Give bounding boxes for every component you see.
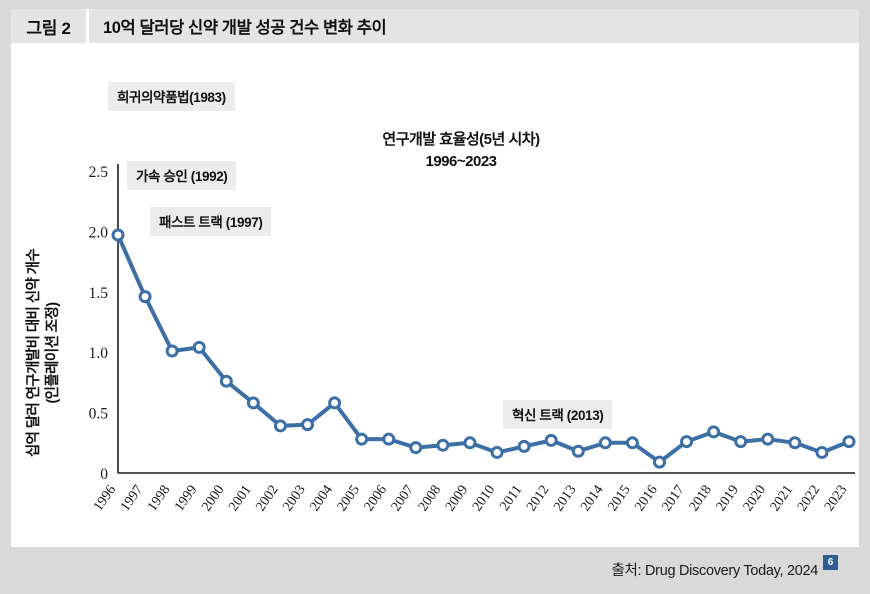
footnote-badge: 6 bbox=[823, 555, 838, 570]
x-axis-tick-label: 2008 bbox=[416, 483, 444, 515]
data-point-marker bbox=[409, 441, 423, 455]
data-point-marker bbox=[598, 436, 612, 450]
data-point-marker bbox=[788, 436, 802, 450]
x-axis-tick-label: 2007 bbox=[389, 483, 417, 515]
data-point-marker bbox=[219, 374, 233, 388]
data-point-marker bbox=[734, 435, 748, 449]
chart-title-main: 연구개발 효율성(5년 시차) bbox=[382, 131, 540, 148]
y-axis-tick-label: 1.0 bbox=[89, 345, 109, 362]
chart-annotation-label: 희귀의약품법(1983) bbox=[108, 82, 235, 111]
data-point-marker bbox=[842, 435, 856, 449]
chart-annotation-label: 패스트 트랙 (1997) bbox=[150, 207, 272, 236]
x-axis-tick-label: 2001 bbox=[226, 483, 254, 515]
y-axis-tick-labels: 0 0.5 1.0 1.5 2.0 2.5 bbox=[89, 164, 109, 483]
x-axis-tick-label: 1998 bbox=[145, 483, 173, 515]
x-axis-tick-label: 2022 bbox=[795, 483, 823, 515]
data-series-line bbox=[116, 233, 851, 465]
data-point-marker bbox=[273, 419, 287, 433]
x-axis-tick-label: 2002 bbox=[253, 483, 281, 515]
source-attribution: 출처: Drug Discovery Today, 2024 6 bbox=[611, 555, 838, 580]
x-axis-tick-label: 2013 bbox=[551, 483, 579, 515]
data-point-marker bbox=[680, 435, 694, 449]
data-point-marker bbox=[301, 418, 315, 432]
data-point-marker bbox=[328, 396, 342, 410]
x-axis-tick-label: 2004 bbox=[308, 483, 336, 515]
y-axis-tick-label: 2.5 bbox=[89, 164, 109, 181]
x-axis-tick-label: 1999 bbox=[172, 483, 200, 515]
y-axis-tick-label: 0 bbox=[100, 466, 108, 483]
y-axis-tick-label: 2.0 bbox=[89, 224, 109, 241]
x-axis-tick-label: 2016 bbox=[632, 483, 660, 515]
chart-title: 연구개발 효율성(5년 시차) 1996~2023 bbox=[311, 129, 611, 173]
chart-container: 0 0.5 1.0 1.5 2.0 2.5 1996 1997 1998 1999 2000 200… bbox=[11, 43, 859, 547]
data-point-marker bbox=[192, 340, 206, 354]
chart-annotation-label: 가속 승인 (1992) bbox=[127, 161, 237, 190]
x-axis-tick-label: 2020 bbox=[741, 483, 769, 515]
y-axis-tick-label: 1.5 bbox=[89, 285, 109, 302]
x-axis-tick-labels: 1996199719981999200020012002200320042005… bbox=[91, 483, 850, 515]
y-axis-title-line1: 십억 달러 연구개발비 대비 신약 개수 bbox=[26, 248, 42, 458]
x-axis-tick-label: 2003 bbox=[280, 483, 308, 515]
header-divider bbox=[86, 9, 89, 43]
data-point-marker bbox=[707, 425, 721, 439]
line-chart: 00.51.01.52.02.5 19961997199819992000200… bbox=[89, 164, 856, 515]
data-point-marker bbox=[382, 432, 396, 446]
figure-number-badge: 그림 2 bbox=[26, 18, 71, 38]
x-axis-tick-label: 2006 bbox=[362, 483, 390, 515]
x-axis-tick-label: 2011 bbox=[497, 483, 525, 514]
x-axis-tick-label: 1997 bbox=[118, 483, 146, 515]
x-axis-tick-label: 2005 bbox=[335, 483, 363, 515]
y-axis-title-line2: (인플레이션 조정) bbox=[45, 302, 61, 404]
y-axis-tick-label: 0.5 bbox=[89, 406, 109, 423]
chart-annotation-label: 혁신 트랙 (2013) bbox=[503, 400, 613, 429]
x-axis-tick-label: 2021 bbox=[768, 483, 796, 515]
data-point-marker bbox=[490, 445, 504, 459]
x-axis-tick-label: 2009 bbox=[443, 483, 471, 515]
data-point-marker bbox=[571, 444, 585, 458]
figure-header: 그림 2 10억 달러당 신약 개발 성공 건수 변화 추이 bbox=[11, 9, 859, 43]
data-point-marker bbox=[463, 436, 477, 450]
data-point-marker bbox=[246, 396, 260, 410]
data-point-marker bbox=[761, 432, 775, 446]
x-axis-tick-label: 1996 bbox=[91, 483, 119, 515]
x-axis-tick-label: 2018 bbox=[687, 483, 715, 515]
x-axis-tick-label: 2015 bbox=[605, 483, 633, 515]
data-point-marker bbox=[138, 290, 152, 304]
data-point-markers bbox=[111, 228, 856, 469]
data-point-marker bbox=[111, 228, 125, 242]
data-point-marker bbox=[436, 438, 450, 452]
x-axis-tick-label: 2012 bbox=[524, 483, 552, 515]
x-axis-tick-label: 2019 bbox=[714, 483, 742, 515]
x-axis-tick-label: 2000 bbox=[199, 483, 227, 515]
data-point-marker bbox=[517, 439, 531, 453]
data-point-marker bbox=[544, 433, 558, 447]
x-axis-tick-label: 2017 bbox=[659, 483, 687, 515]
x-axis-tick-label: 2023 bbox=[822, 483, 850, 515]
chart-title-range: 1996~2023 bbox=[425, 153, 498, 170]
figure-title: 10억 달러당 신약 개발 성공 건수 변화 추이 bbox=[103, 19, 387, 37]
data-point-marker bbox=[625, 436, 639, 450]
x-axis-tick-label: 2010 bbox=[470, 483, 498, 515]
data-point-marker bbox=[652, 455, 666, 469]
data-point-marker bbox=[815, 445, 829, 459]
x-axis-tick-label: 2014 bbox=[578, 483, 606, 515]
source-text: 출처: Drug Discovery Today, 2024 bbox=[611, 563, 818, 579]
data-point-marker bbox=[355, 432, 369, 446]
data-point-marker bbox=[165, 344, 179, 358]
